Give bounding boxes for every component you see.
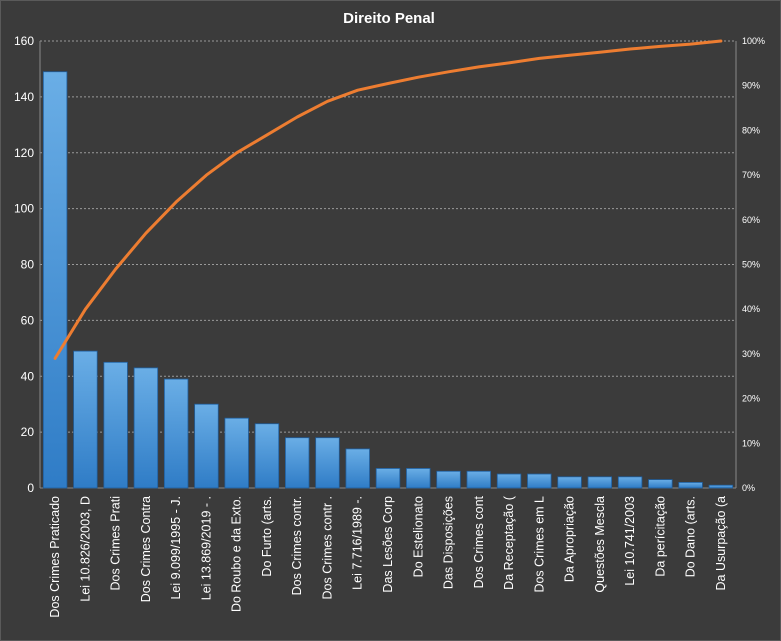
bar (163, 378, 189, 489)
x-tick-label: Da perícitação (653, 496, 667, 577)
bar (133, 367, 159, 489)
x-tick-label: Lei 10.826/2003, D (78, 496, 92, 602)
y-right-tick-label: 10% (742, 438, 760, 448)
x-tick-label: Dos Crimes Prati (109, 496, 123, 590)
bar (708, 484, 734, 489)
cumulative-line (53, 39, 723, 360)
x-tick-label: Da Apropriação (563, 496, 577, 582)
bar (73, 350, 98, 489)
cumulative-line-layer (53, 39, 723, 360)
x-tick-label: Dos Crimes contr. (290, 496, 304, 595)
bar (194, 403, 219, 489)
bar (617, 476, 643, 489)
x-tick-label: Dos Crimes em L (532, 496, 546, 593)
y-right-tick-label: 30% (742, 349, 760, 359)
chart-title: Direito Penal (343, 10, 435, 27)
x-tick-label: Das Lesões Corp (381, 496, 395, 593)
y-right-tick-label: 40% (742, 304, 760, 314)
bar (557, 476, 582, 489)
bar (285, 437, 310, 489)
y-right-tick-label: 60% (742, 215, 760, 225)
bar (224, 417, 249, 489)
y-left-tick-label: 0 (27, 481, 34, 495)
y-left-tick-label: 60 (21, 313, 35, 327)
y-right-tick-label: 90% (742, 81, 760, 91)
bar (375, 468, 401, 489)
y-right-tick-labels: 0% 10% 20% 30% 40% 50% 60% 70% 80% 90% 100% (742, 36, 765, 493)
bar (42, 71, 68, 489)
y-left-tick-label: 100 (14, 202, 34, 216)
x-tick-label: Das Disposições (442, 496, 456, 589)
y-left-tick-labels: 0 20 40 60 80 100 120 140 160 (14, 34, 34, 495)
bar (436, 470, 461, 489)
x-tick-label: Da Receptação ( (502, 495, 516, 590)
x-tick-label: Do Dano (arts. (684, 496, 698, 577)
x-tick-label: Lei 9.099/1995 - J. (169, 496, 183, 600)
bar (406, 468, 431, 489)
y-right-tick-label: 0% (742, 483, 755, 493)
y-left-tick-label: 140 (14, 90, 34, 104)
x-tick-label: Do Roubo e da Exto. (230, 496, 244, 612)
x-tick-label: Questões Mescla (593, 496, 607, 593)
x-tick-label: Da Usurpação (a (714, 496, 728, 591)
x-tick-label: Dos Crimes cont (472, 495, 486, 588)
bar (103, 361, 128, 489)
x-tick-labels: Dos Crimes Praticado Lei 10.826/2003, D Do… (48, 495, 728, 617)
y-right-tick-label: 80% (742, 125, 760, 135)
y-right-tick-label: 20% (742, 394, 760, 404)
x-tick-label: Lei 7.716/1989 -. (351, 496, 365, 590)
y-left-tick-label: 120 (14, 146, 34, 160)
x-tick-label: Dos Crimes contr . (320, 496, 334, 600)
y-left-tick-label: 80 (21, 258, 35, 272)
bar (527, 473, 552, 489)
y-right-tick-label: 100% (742, 36, 765, 46)
x-tick-label: Dos Crimes Praticado (48, 496, 62, 618)
x-tick-label: Do Estelionato (411, 496, 425, 577)
bar (648, 479, 673, 489)
y-right-tick-label: 70% (742, 170, 760, 180)
x-tick-label: Dos Crimes Contra (139, 496, 153, 602)
x-tick-label: Lei 10.741/2003 (623, 496, 637, 586)
bar (345, 448, 370, 489)
x-tick-label: Lei 13.869/2019 - . (199, 496, 213, 600)
bar (587, 476, 613, 489)
y-right-tick-label: 50% (742, 260, 760, 270)
bar (254, 423, 280, 489)
y-left-tick-label: 160 (14, 34, 34, 48)
bar (466, 470, 491, 489)
x-tick-label: Do Furto (arts. (260, 496, 274, 577)
bar-layer (42, 71, 734, 489)
bar (315, 437, 340, 489)
bar (496, 473, 522, 489)
y-left-tick-label: 20 (21, 425, 35, 439)
bar (678, 482, 703, 489)
y-left-tick-label: 40 (21, 369, 35, 383)
